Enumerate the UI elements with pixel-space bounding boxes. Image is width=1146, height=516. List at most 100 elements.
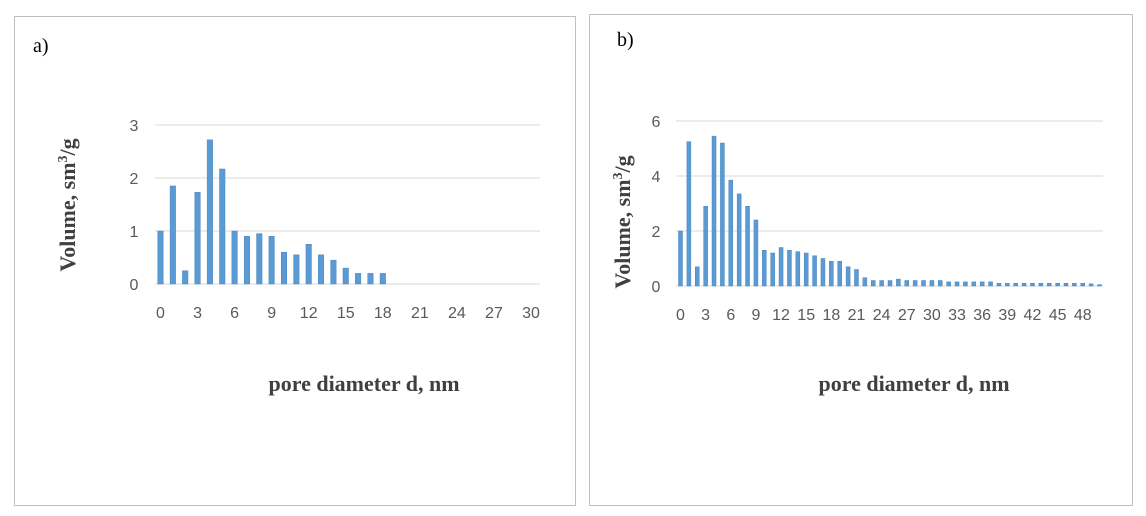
bar — [206, 139, 213, 285]
bar — [367, 273, 374, 285]
bar — [921, 280, 926, 287]
bar — [762, 250, 767, 287]
bar — [342, 267, 349, 285]
bar — [281, 251, 287, 285]
bar — [887, 280, 893, 287]
y-tick-label: 2 — [130, 171, 139, 188]
x-tick-label: 30 — [923, 307, 941, 324]
x-tick-label: 36 — [973, 307, 991, 324]
x-tick-label: 33 — [948, 307, 966, 324]
bar — [268, 236, 275, 285]
y-tick-label: 6 — [652, 114, 661, 131]
y-tick-label: 0 — [652, 279, 661, 296]
x-axis-title: pore diameter d, nm — [268, 371, 459, 396]
bar — [854, 269, 859, 287]
bar — [256, 233, 263, 285]
x-tick-label: 30 — [522, 305, 540, 322]
bar — [862, 277, 868, 287]
x-tick-label: 0 — [676, 307, 685, 324]
bar — [736, 193, 742, 287]
panel-label-b: b) — [617, 29, 634, 51]
x-tick-label: 27 — [485, 305, 503, 322]
y-axis-title: Volume, sm3/g — [55, 138, 80, 271]
x-tick-label: 9 — [267, 305, 276, 322]
x-tick-label: 27 — [898, 307, 916, 324]
bar — [904, 280, 910, 287]
bar — [379, 273, 386, 285]
x-tick-label: 6 — [726, 307, 735, 324]
y-axis-title: Volume, sm3/g — [610, 155, 635, 288]
bar — [870, 280, 876, 287]
bar — [938, 280, 943, 287]
x-tick-label: 21 — [411, 305, 429, 322]
bar — [1013, 283, 1018, 287]
bar — [686, 141, 692, 287]
bar — [879, 280, 884, 287]
bar — [1088, 283, 1094, 287]
x-tick-label: 12 — [772, 307, 790, 324]
bar — [896, 278, 901, 287]
bar — [182, 270, 189, 285]
bar — [829, 261, 834, 287]
bar — [711, 135, 717, 287]
bar — [330, 259, 337, 285]
x-tick-label: 21 — [848, 307, 866, 324]
y-tick-label: 3 — [130, 118, 139, 135]
x-tick-label: 6 — [230, 305, 239, 322]
bar — [812, 255, 817, 287]
bar — [996, 283, 1002, 287]
bar — [243, 236, 250, 285]
bar — [157, 230, 164, 285]
bar — [745, 206, 750, 287]
bar — [979, 281, 985, 287]
x-tick-label: 18 — [374, 305, 392, 322]
x-tick-label: 48 — [1074, 307, 1092, 324]
bar — [845, 266, 851, 287]
bar — [695, 266, 700, 287]
bar — [219, 168, 226, 285]
bar — [778, 247, 784, 287]
y-tick-label: 2 — [652, 224, 661, 241]
bar — [1072, 283, 1077, 287]
x-axis-title: pore diameter d, nm — [818, 371, 1009, 396]
bar — [1055, 283, 1060, 287]
x-tick-label: 3 — [193, 305, 202, 322]
bar — [946, 281, 951, 287]
bar — [971, 281, 977, 287]
bar — [1097, 284, 1102, 287]
bar — [1063, 283, 1069, 287]
bar — [305, 244, 312, 285]
bar — [954, 281, 960, 287]
bar — [803, 252, 809, 287]
x-tick-label: 24 — [448, 305, 466, 322]
x-tick-label: 18 — [822, 307, 840, 324]
x-tick-label: 45 — [1049, 307, 1067, 324]
bar — [678, 230, 683, 287]
x-tick-label: 39 — [998, 307, 1016, 324]
x-tick-label: 15 — [337, 305, 355, 322]
bar — [770, 252, 775, 287]
x-tick-label: 0 — [156, 305, 165, 322]
bar — [820, 258, 826, 287]
bar — [1005, 283, 1010, 287]
bar — [963, 281, 968, 287]
bar — [988, 281, 993, 287]
bar — [194, 192, 201, 285]
bar — [837, 261, 842, 287]
bar — [929, 280, 935, 287]
bar — [912, 280, 918, 287]
x-tick-label: 12 — [300, 305, 318, 322]
x-tick-label: 42 — [1024, 307, 1042, 324]
bar — [795, 251, 801, 287]
y-tick-label: 0 — [130, 277, 139, 294]
bar — [1021, 283, 1027, 287]
x-tick-label: 15 — [797, 307, 815, 324]
y-tick-label: 4 — [652, 169, 661, 186]
bar — [728, 179, 734, 287]
bar — [169, 185, 176, 285]
bar — [1046, 283, 1052, 287]
x-tick-label: 3 — [701, 307, 710, 324]
bar — [753, 219, 759, 287]
